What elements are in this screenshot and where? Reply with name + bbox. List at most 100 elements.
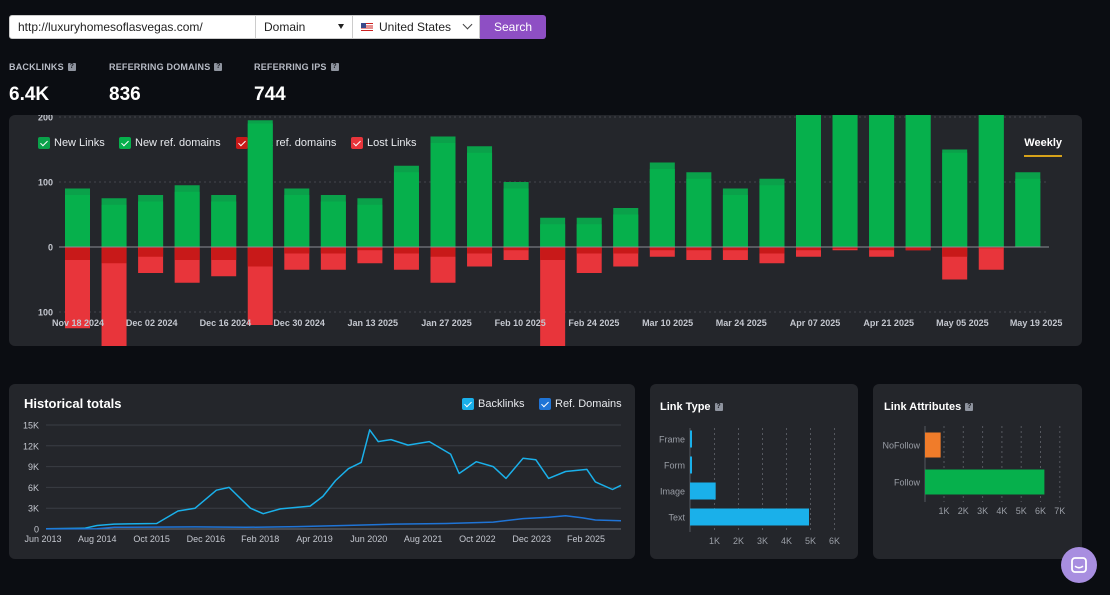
x-tick-label: Jun 2013 bbox=[24, 534, 61, 544]
bar-new-ref-domains bbox=[174, 191, 200, 247]
category-label: Text bbox=[668, 513, 685, 523]
bar-lost-links bbox=[649, 247, 675, 257]
x-tick-label: 7K bbox=[1054, 506, 1065, 516]
caret-down-icon bbox=[338, 24, 344, 29]
legend-new-ref-domains[interactable]: New ref. domains bbox=[119, 137, 221, 149]
line-ref-domains bbox=[45, 515, 622, 530]
bar-new-ref-domains bbox=[613, 214, 639, 247]
x-tick-label: Jan 13 2025 bbox=[348, 318, 399, 328]
x-tick-label: 2K bbox=[733, 536, 744, 546]
link-type-panel: Link Type? 1K 2K 3K 4K 5K 6K Frame Form Image Tex… bbox=[650, 384, 858, 559]
type-select-value: Domain bbox=[264, 20, 306, 34]
metric-value: 6.4K bbox=[9, 84, 50, 105]
bar-lost-ref-domains bbox=[613, 247, 639, 254]
bar-new-ref-domains bbox=[430, 143, 456, 247]
chevron-down-icon bbox=[462, 19, 473, 30]
bar-new-ref-domains bbox=[284, 195, 310, 247]
bar-lost-links bbox=[357, 247, 383, 264]
y-tick-label: 0 bbox=[34, 525, 39, 535]
legend-lost-ref-domains[interactable]: Lost ref. domains bbox=[236, 137, 336, 149]
x-tick-label: Jan 27 2025 bbox=[421, 318, 472, 328]
bar-lost-ref-domains bbox=[796, 247, 821, 251]
bar-new-ref-domains bbox=[905, 115, 931, 247]
tab-weekly[interactable]: Weekly bbox=[1024, 137, 1062, 157]
checkbox-icon bbox=[462, 398, 474, 410]
x-tick-label: Aug 2021 bbox=[404, 534, 443, 544]
historical-title: Historical totals bbox=[24, 396, 122, 411]
country-select[interactable]: United States bbox=[353, 15, 480, 39]
metric-value: 836 bbox=[109, 84, 141, 105]
bar-new-ref-domains bbox=[942, 152, 968, 247]
x-tick-label: Dec 2023 bbox=[512, 534, 551, 544]
x-tick-label: Nov 18 2024 bbox=[52, 318, 104, 328]
help-icon[interactable]: ? bbox=[67, 63, 76, 71]
bar-new-ref-domains bbox=[686, 178, 712, 247]
bar-lost-links bbox=[796, 247, 821, 257]
legend-new-links[interactable]: New Links bbox=[38, 137, 105, 149]
bar-text bbox=[690, 508, 809, 526]
bar-form bbox=[690, 456, 692, 474]
legend-backlinks[interactable]: Backlinks bbox=[462, 398, 524, 410]
metric-referring-ips: REFERRING IPS? 744 bbox=[254, 62, 339, 106]
help-icon[interactable]: ? bbox=[714, 403, 723, 411]
x-tick-label: 3K bbox=[757, 536, 768, 546]
bar-new-ref-domains bbox=[869, 115, 895, 247]
legend-lost-links[interactable]: Lost Links bbox=[351, 137, 417, 149]
bar-lost-ref-domains bbox=[869, 247, 895, 251]
bar-lost-links bbox=[978, 247, 1004, 270]
bar-lost-ref-domains bbox=[540, 247, 566, 260]
y-tick-label: 12K bbox=[23, 441, 39, 451]
x-tick-label: Apr 2019 bbox=[296, 534, 333, 544]
legend-label: Lost ref. domains bbox=[252, 137, 337, 149]
checkbox-icon bbox=[119, 137, 131, 149]
legend-label: Ref. Domains bbox=[555, 398, 622, 410]
help-icon[interactable]: ? bbox=[965, 403, 974, 411]
bar-lost-ref-domains bbox=[284, 247, 310, 254]
bar-lost-links bbox=[65, 247, 90, 329]
checkbox-icon bbox=[236, 137, 248, 149]
y-tick-label: 100 bbox=[38, 308, 53, 318]
bar-new-ref-domains bbox=[1015, 178, 1041, 247]
search-button[interactable]: Search bbox=[480, 15, 546, 39]
bar-lost-ref-domains bbox=[978, 247, 1004, 249]
bar-new-ref-domains bbox=[65, 195, 90, 247]
bar-lost-ref-domains bbox=[576, 247, 602, 254]
bar-lost-ref-domains bbox=[722, 247, 748, 251]
url-input[interactable] bbox=[9, 15, 256, 39]
type-select[interactable]: Domain bbox=[256, 15, 353, 39]
checkbox-icon bbox=[351, 137, 363, 149]
bar-lost-ref-domains bbox=[832, 247, 858, 249]
x-tick-label: Mar 10 2025 bbox=[642, 318, 693, 328]
bar-new-ref-domains bbox=[247, 123, 273, 247]
metric-value: 744 bbox=[254, 84, 286, 105]
x-tick-label: Feb 10 2025 bbox=[495, 318, 546, 328]
chat-button[interactable] bbox=[1061, 547, 1097, 583]
metric-label: BACKLINKS bbox=[9, 62, 64, 72]
x-tick-label: Dec 30 2024 bbox=[273, 318, 325, 328]
search-bar: Domain United States Search bbox=[9, 15, 546, 39]
bar-new-ref-domains bbox=[759, 185, 785, 247]
bar-follow bbox=[925, 469, 1045, 495]
y-tick-label: 100 bbox=[38, 178, 53, 188]
bar-new-ref-domains bbox=[211, 201, 237, 247]
historical-panel: Historical totals Backlinks Ref. Domains… bbox=[9, 384, 635, 559]
bar-lost-ref-domains bbox=[467, 247, 493, 254]
category-label: Image bbox=[660, 487, 685, 497]
x-tick-label: Apr 07 2025 bbox=[790, 318, 841, 328]
help-icon[interactable]: ? bbox=[214, 63, 223, 71]
y-tick-label: 15K bbox=[23, 421, 39, 431]
help-icon[interactable]: ? bbox=[330, 63, 339, 71]
x-tick-label: 1K bbox=[709, 536, 720, 546]
bar-lost-ref-domains bbox=[65, 247, 90, 260]
x-tick-label: 6K bbox=[1035, 506, 1046, 516]
category-label: Follow bbox=[894, 478, 921, 488]
bar-frame bbox=[690, 430, 692, 448]
legend-ref-domains[interactable]: Ref. Domains bbox=[539, 398, 622, 410]
legend-label: Lost Links bbox=[367, 137, 417, 149]
bar-new-ref-domains bbox=[357, 204, 383, 247]
bar-lost-ref-domains bbox=[357, 247, 383, 251]
x-tick-label: Dec 02 2024 bbox=[126, 318, 178, 328]
checkbox-icon bbox=[539, 398, 551, 410]
bar-new-ref-domains bbox=[503, 188, 529, 247]
